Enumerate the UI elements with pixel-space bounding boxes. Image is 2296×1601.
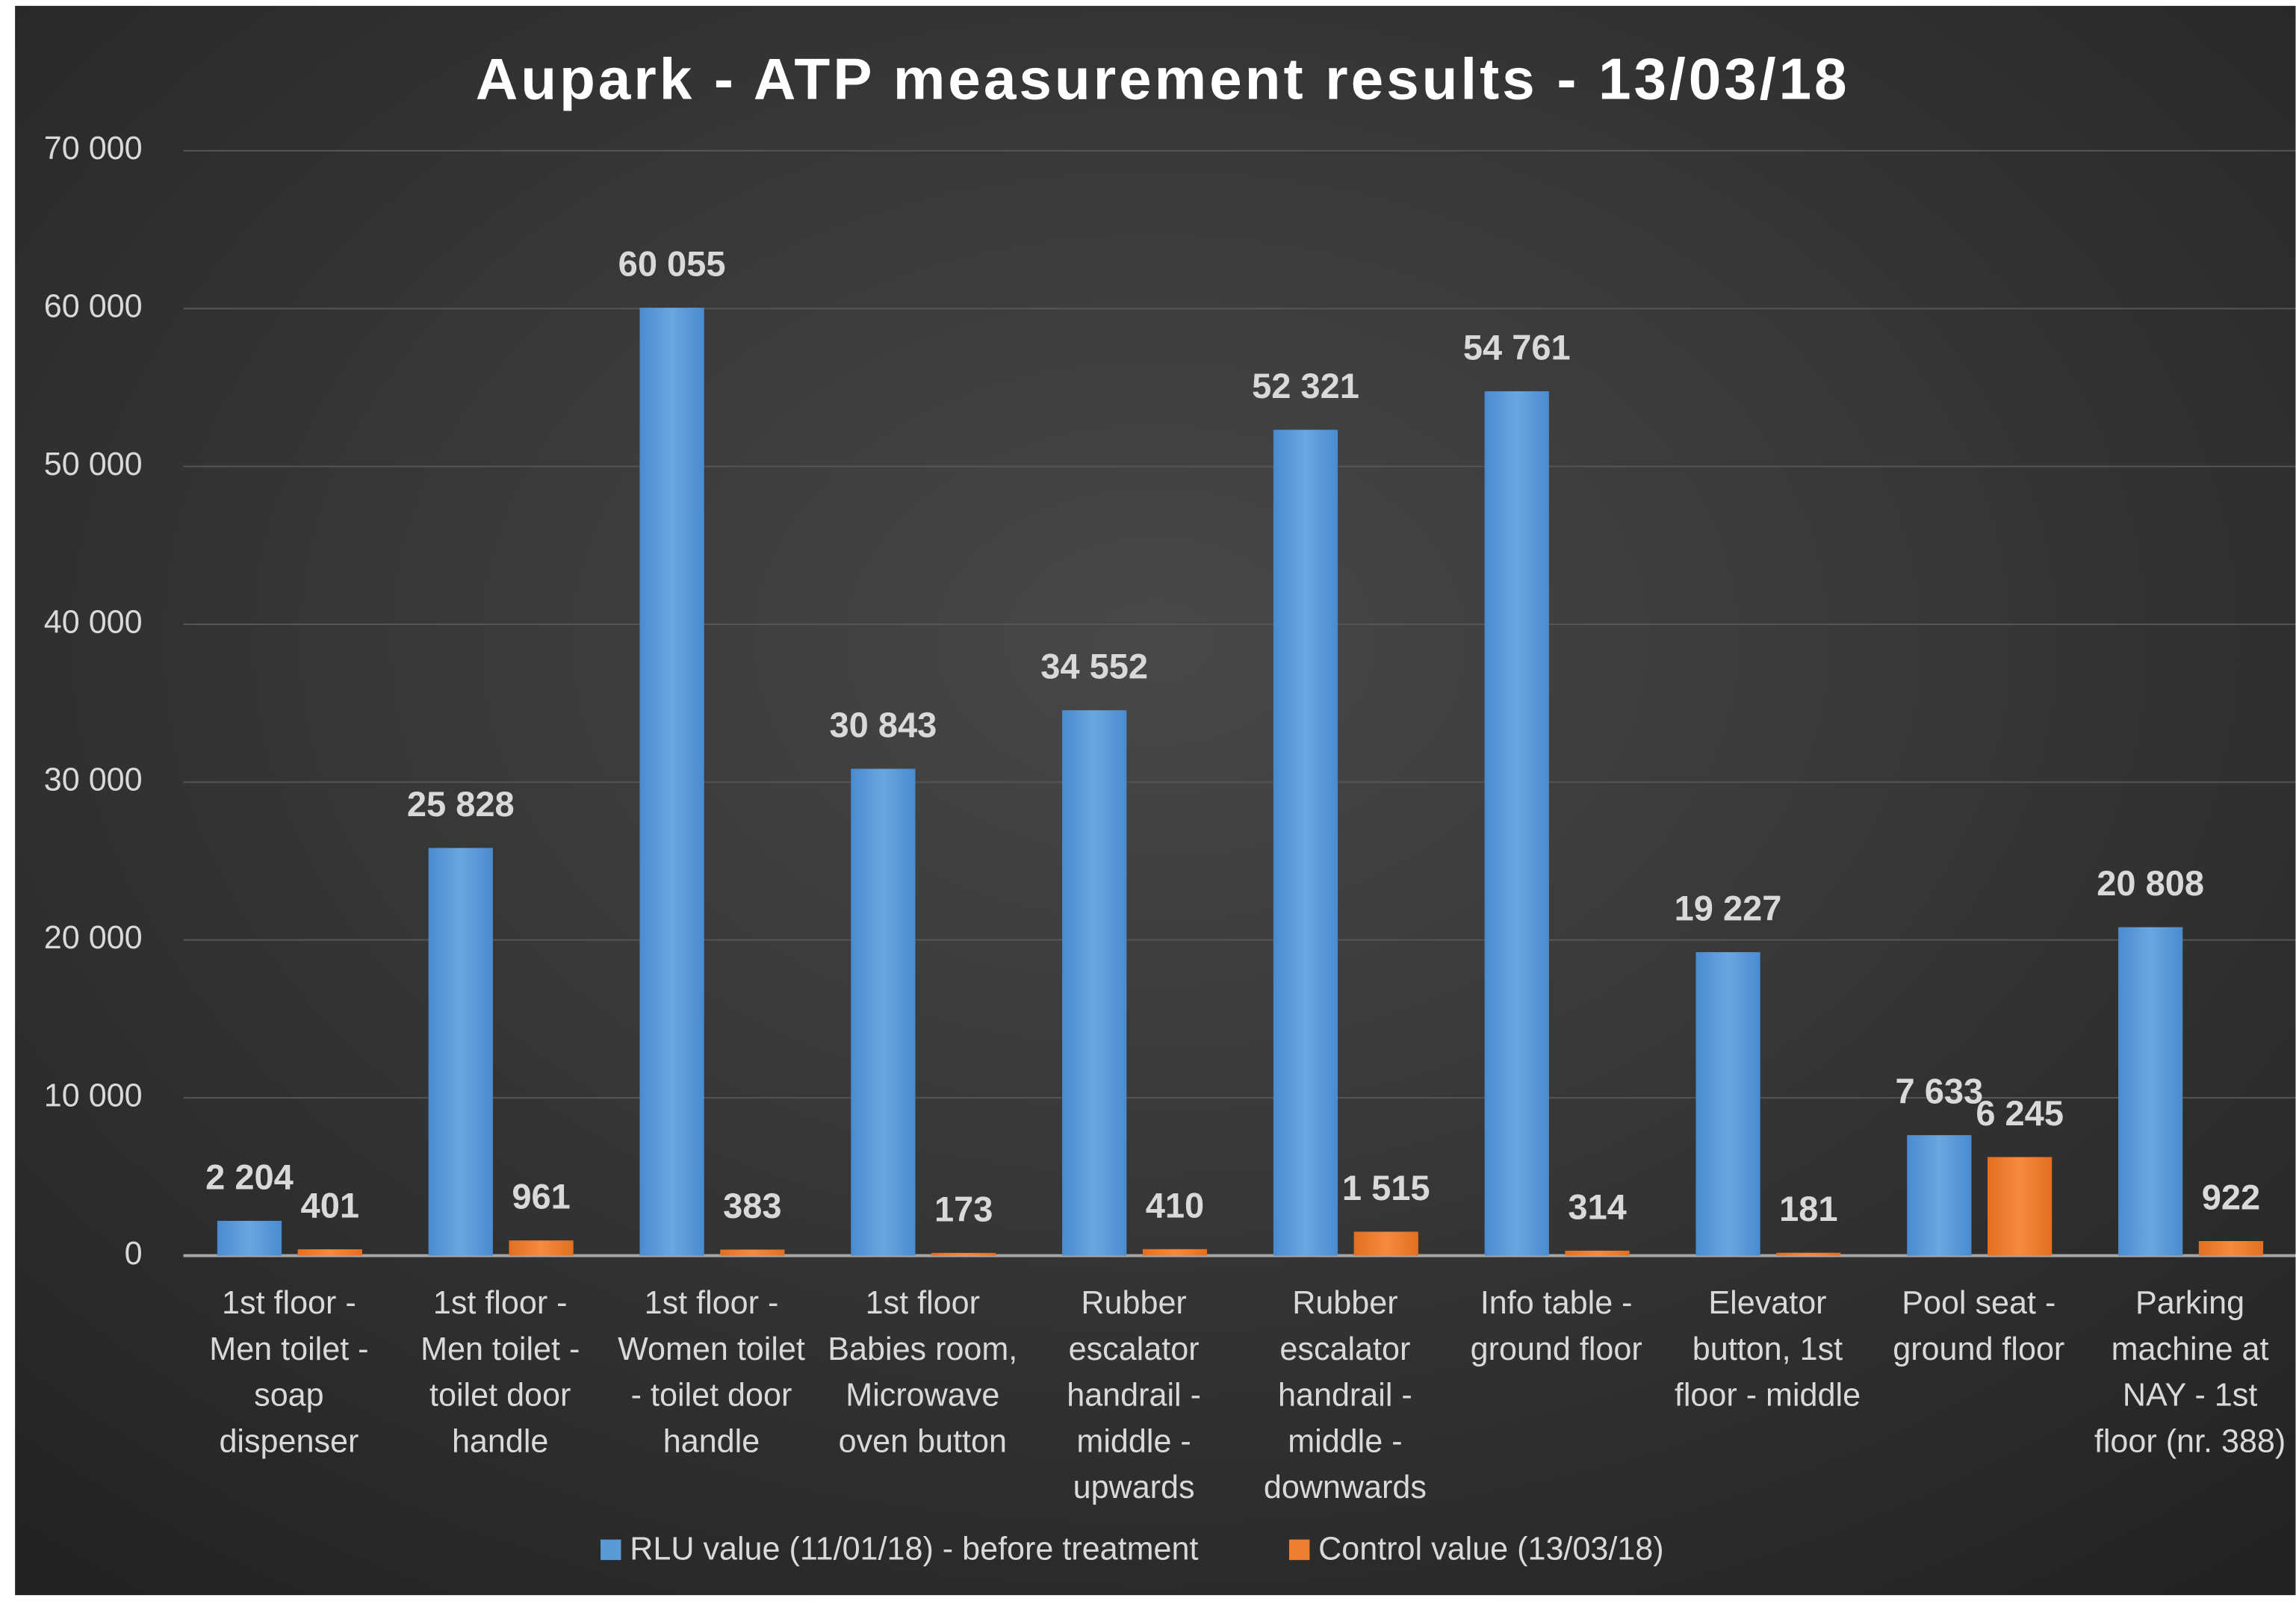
data-label: 1 515 xyxy=(1342,1168,1430,1207)
bar xyxy=(1695,952,1760,1256)
data-label: 52 321 xyxy=(1252,366,1359,405)
bar xyxy=(297,1249,362,1256)
data-label: 961 xyxy=(512,1177,570,1216)
data-label: 20 808 xyxy=(2097,863,2204,903)
bar xyxy=(2198,1241,2264,1256)
data-label: 25 828 xyxy=(407,784,515,824)
x-tick-label: Rubber escalator handrail -middle -downwar… xyxy=(1264,1286,1427,1506)
background xyxy=(15,5,2296,1596)
data-label: 922 xyxy=(2202,1178,2260,1217)
data-label: 314 xyxy=(1568,1187,1626,1226)
bar xyxy=(1484,391,1549,1256)
data-label: 181 xyxy=(1779,1189,1837,1228)
data-label: 54 761 xyxy=(1463,328,1571,367)
x-tick-label: Elevator button, 1st floor - middle xyxy=(1675,1286,1861,1414)
bar xyxy=(1062,710,1127,1256)
bar xyxy=(217,1220,282,1256)
data-label: 19 227 xyxy=(1675,889,1782,928)
bar xyxy=(428,848,493,1256)
bar xyxy=(1565,1250,1630,1256)
bar xyxy=(509,1240,574,1256)
x-tick-label: 1st floor -Women toilet - toilet door hand… xyxy=(618,1286,805,1460)
legend-swatch xyxy=(1288,1539,1310,1561)
legend-label: Control value (13/03/18) xyxy=(1318,1532,1664,1567)
bar xyxy=(2118,927,2183,1256)
y-tick-label: 60 000 xyxy=(44,289,143,325)
data-label: 30 843 xyxy=(829,705,937,744)
chart-title: Aupark - ATP measurement results - 13/03… xyxy=(476,46,1850,111)
x-tick-label: Parking machine at NAY - 1st floor (nr. 388… xyxy=(2094,1286,2286,1460)
data-label: 60 055 xyxy=(618,244,726,284)
bar xyxy=(639,308,704,1256)
bar xyxy=(720,1249,785,1256)
bar xyxy=(851,768,916,1256)
x-tick-label: 1st floor -Men toilet -toilet door handle xyxy=(421,1286,580,1460)
y-tick-label: 70 000 xyxy=(44,131,143,167)
data-label: 401 xyxy=(301,1186,359,1225)
bar xyxy=(1907,1135,1972,1256)
x-tick-label: 1st floor Babies room, Microwave oven butto… xyxy=(828,1286,1017,1460)
x-tick-label: 1st floor -Men toilet -soap dispenser xyxy=(209,1286,368,1460)
data-label: 7 633 xyxy=(1896,1072,1984,1111)
data-label: 6 245 xyxy=(1976,1093,2064,1133)
bar xyxy=(1988,1157,2053,1256)
legend-swatch xyxy=(601,1539,621,1561)
y-tick-label: 10 000 xyxy=(44,1078,143,1114)
x-tick-label: Pool seat -ground floor xyxy=(1893,1286,2064,1368)
data-label: 2 204 xyxy=(205,1157,294,1196)
y-tick-label: 0 xyxy=(125,1236,143,1272)
legend-label: RLU value (11/01/18) - before treatment xyxy=(630,1532,1198,1567)
data-label: 173 xyxy=(934,1189,993,1228)
data-label: 34 552 xyxy=(1040,647,1148,686)
bar xyxy=(1776,1252,1841,1256)
bar xyxy=(931,1252,996,1256)
x-tick-label: Info table -ground floor xyxy=(1471,1286,1642,1368)
bar xyxy=(1273,429,1338,1256)
y-tick-label: 30 000 xyxy=(44,762,143,798)
data-label: 410 xyxy=(1146,1185,1204,1225)
y-tick-label: 50 000 xyxy=(44,447,143,482)
y-tick-label: 40 000 xyxy=(44,604,143,640)
y-tick-label: 20 000 xyxy=(44,920,143,956)
data-label: 383 xyxy=(723,1186,781,1225)
bar xyxy=(1142,1249,1208,1256)
x-tick-label: Rubber escalator handrail -middle -upwards xyxy=(1067,1286,1201,1506)
bar xyxy=(1353,1231,1418,1256)
